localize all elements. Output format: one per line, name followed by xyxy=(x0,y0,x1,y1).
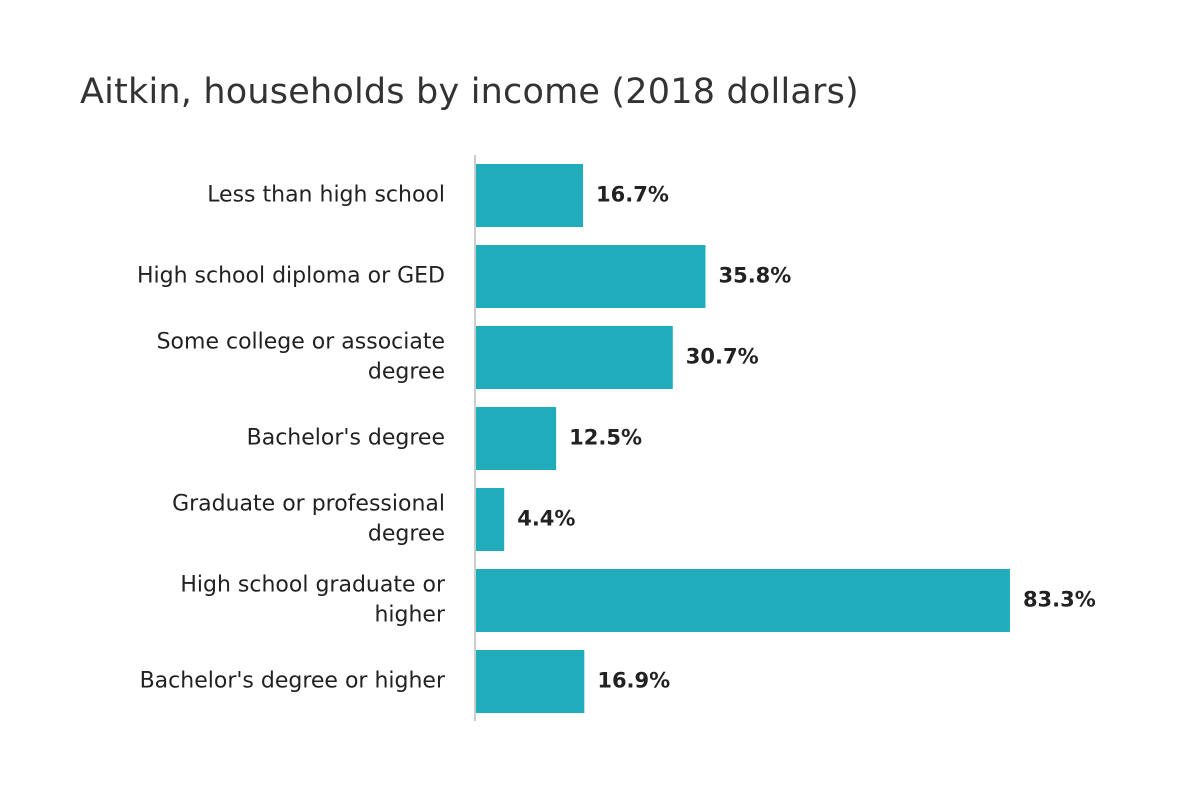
value-label-5: 83.3% xyxy=(1023,588,1096,612)
value-label-0: 16.7% xyxy=(596,183,669,207)
bar-3 xyxy=(476,407,557,470)
labels-layer: 16.7% Less than high school 35.8% High scho… xyxy=(137,183,1096,694)
bar-4 xyxy=(476,488,505,551)
chart-title: Aitkin, households by income (2018 dolla… xyxy=(80,72,859,112)
category-label-4: Graduate or professional degree xyxy=(172,492,445,547)
bar-1 xyxy=(476,245,706,308)
category-label-2: Some college or associate degree xyxy=(157,330,445,385)
bar-6 xyxy=(476,650,585,713)
value-label-4: 4.4% xyxy=(517,507,575,531)
bar-0 xyxy=(476,164,584,227)
bars-layer xyxy=(476,164,1010,713)
category-label-0: Less than high school xyxy=(207,183,445,208)
value-label-3: 12.5% xyxy=(569,426,642,450)
value-label-6: 16.9% xyxy=(597,669,670,693)
bar-2 xyxy=(476,326,673,389)
value-label-2: 30.7% xyxy=(686,345,759,369)
category-label-3: Bachelor's degree xyxy=(247,426,445,451)
bar-5 xyxy=(476,569,1010,632)
value-label-1: 35.8% xyxy=(718,264,791,288)
category-label-6: Bachelor's degree or higher xyxy=(140,669,446,694)
category-label-5: High school graduate or higher xyxy=(180,573,446,628)
category-label-1: High school diploma or GED xyxy=(137,264,445,289)
